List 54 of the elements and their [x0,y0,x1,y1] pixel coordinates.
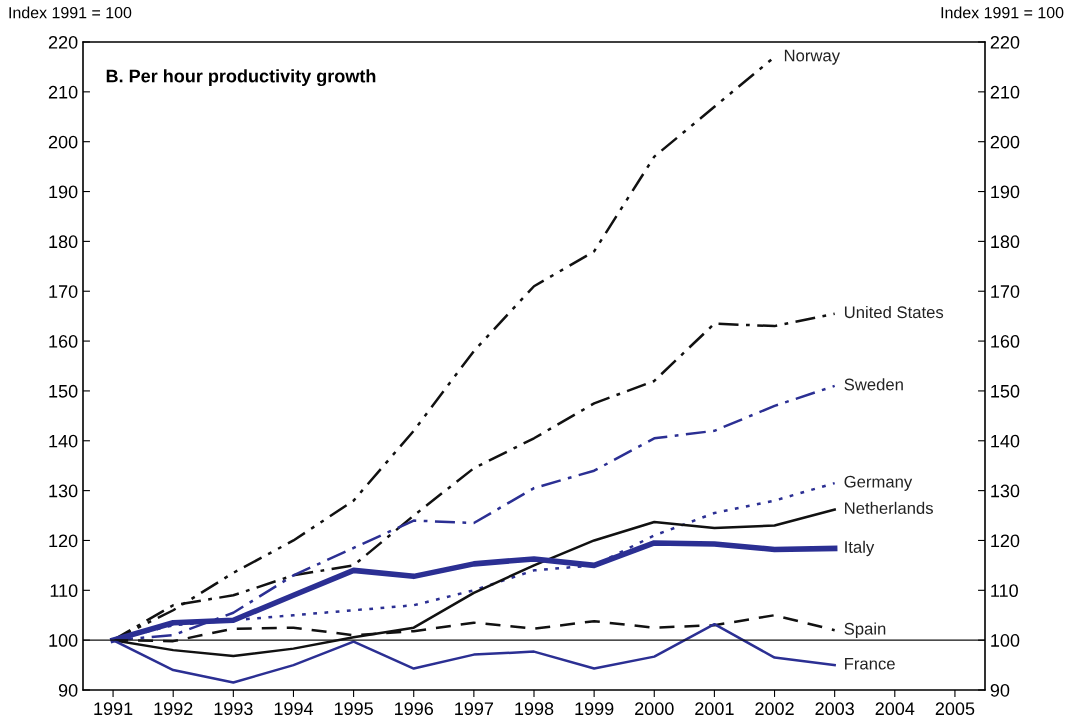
series-label: Spain [844,622,886,638]
y-tick-label: 200 [48,135,78,149]
x-tick-label: 1991 [94,702,133,716]
y-tick-label: 90 [58,683,78,697]
y2-tick-label: 90 [990,683,1010,697]
x-tick-label: 1993 [214,702,253,716]
y-tick-label: 120 [49,534,78,548]
y2-tick-label: 160 [991,335,1020,348]
y2-tick-label: 200 [990,135,1020,149]
series-label: Italy [845,540,875,557]
y-tick-label: 140 [49,434,78,448]
y2-tick-label: 210 [990,85,1020,99]
y2-tick-label: 170 [991,285,1020,298]
x-tick-label: 1998 [515,702,554,716]
y-tick-label: 220 [48,35,78,49]
y-tick-label: 150 [49,384,78,398]
y2-tick-label: 150 [991,384,1020,398]
x-tick-label: 1996 [395,702,434,716]
x-tick-label: 1999 [575,702,614,716]
x-tick-label: 1995 [334,702,373,716]
y2-tick-label: 220 [990,35,1020,49]
y-tick-label: 190 [49,185,78,199]
series-label: Germany [844,475,913,491]
y2-tick-label: 110 [991,584,1018,598]
series-label: Norway [784,49,841,65]
y-tick-label: 160 [49,335,78,348]
y-tick-label: 100 [49,634,78,647]
x-tick-label: 2005 [935,702,975,716]
x-tick-label: 2000 [635,702,674,716]
y-axis-title: Index 1991 = 100 [9,6,132,19]
text: B. Per hour productivity growth [106,69,376,87]
y2-axis-title: Index 1991 = 100 [941,6,1064,19]
series-label: United States [844,305,944,319]
y2-tick-label: 120 [991,534,1020,548]
y-tick-label: 110 [50,584,78,598]
x-tick-label: 2003 [815,702,854,716]
series-label: France [845,657,895,670]
y2-tick-label: 180 [991,235,1020,249]
x-tick-label: 1994 [274,702,314,716]
x-tick-label: 2002 [755,702,794,716]
x-tick-label: 1992 [154,702,193,716]
y-tick-label: 170 [49,285,78,298]
y2-tick-label: 190 [991,185,1020,199]
series-label: Sweden [844,378,903,391]
series-label: Netherlands [845,501,933,515]
y2-tick-label: 100 [991,634,1020,647]
y-tick-label: 180 [49,235,78,249]
y-tick-label: 210 [48,85,78,99]
y-tick-label: 130 [49,484,78,498]
y2-tick-label: 130 [991,484,1020,498]
x-tick-label: 2001 [695,702,734,716]
x-tick-label: 2004 [875,702,915,716]
x-tick-label: 1997 [455,702,494,716]
y2-tick-label: 140 [991,434,1020,448]
